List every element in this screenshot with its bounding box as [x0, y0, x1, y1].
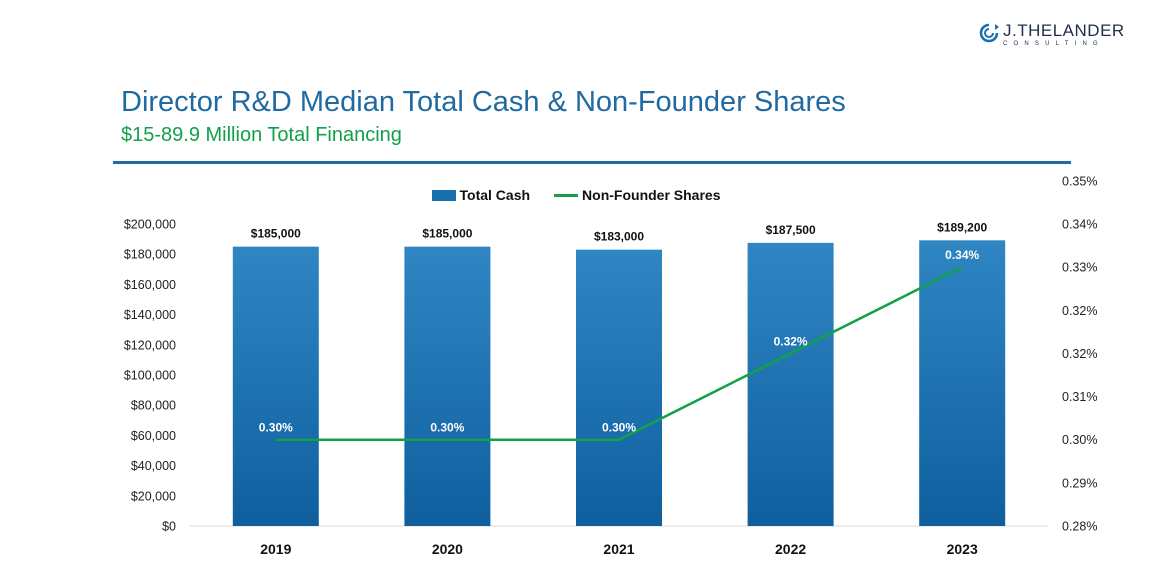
- x-category-label: 2022: [775, 541, 806, 557]
- y-left-tick-label: $120,000: [124, 338, 176, 352]
- x-category-label: 2019: [260, 541, 291, 557]
- bar-data-label: $189,200: [937, 220, 987, 234]
- y-left-tick-label: $0: [162, 520, 176, 534]
- bar-total-cash: [747, 242, 834, 526]
- legend-label-total-cash: Total Cash: [459, 187, 531, 203]
- line-data-label: 0.30%: [259, 421, 293, 435]
- chart-legend: Total Cash Non-Founder Shares: [0, 187, 1152, 203]
- bar-total-cash: [404, 246, 491, 526]
- logo-subtitle: CONSULTING: [1003, 41, 1104, 47]
- y-right-tick-label: 0.32%: [1062, 304, 1097, 318]
- line-data-label: 0.34%: [945, 248, 979, 262]
- chart-title: Director R&D Median Total Cash & Non-Fou…: [121, 86, 846, 118]
- y-right-tick-label: 0.35%: [1062, 174, 1097, 188]
- legend-label-non-founder-shares: Non-Founder Shares: [582, 187, 721, 203]
- line-data-label: 0.32%: [774, 334, 808, 348]
- y-left-tick-label: $20,000: [131, 489, 176, 503]
- spiral-logo-icon: [979, 23, 999, 43]
- y-left-tick-label: $180,000: [124, 248, 176, 262]
- line-data-label: 0.30%: [602, 421, 636, 435]
- y-right-tick-label: 0.31%: [1062, 390, 1097, 404]
- x-category-label: 2023: [947, 541, 978, 557]
- bar-total-cash: [232, 246, 319, 526]
- bar-data-label: $183,000: [594, 230, 644, 244]
- y-left-tick-label: $40,000: [131, 459, 176, 473]
- legend-swatch-line: [554, 193, 579, 197]
- line-data-label: 0.30%: [430, 421, 464, 435]
- x-category-label: 2021: [603, 541, 634, 557]
- y-right-tick-label: 0.34%: [1062, 218, 1097, 232]
- y-right-tick-label: 0.30%: [1062, 433, 1097, 447]
- title-divider: [113, 161, 1071, 164]
- legend-item-total-cash: Total Cash: [431, 187, 531, 203]
- bar-data-label: $185,000: [251, 227, 301, 241]
- y-right-tick-label: 0.33%: [1062, 261, 1097, 275]
- y-left-tick-label: $100,000: [124, 369, 176, 383]
- logo-name: J.THELANDER: [1003, 21, 1125, 40]
- y-left-tick-label: $60,000: [131, 429, 176, 443]
- line-non-founder-shares: [275, 266, 963, 441]
- y-right-tick-label: 0.32%: [1062, 347, 1097, 361]
- legend-item-non-founder-shares: Non-Founder Shares: [554, 187, 721, 203]
- bar-total-cash: [576, 249, 662, 527]
- x-category-label: 2020: [432, 541, 463, 557]
- company-logo: J.THELANDER CONSULTING: [978, 22, 1125, 48]
- bar-data-label: $187,500: [766, 223, 816, 237]
- y-right-tick-label: 0.29%: [1062, 476, 1097, 490]
- y-left-tick-label: $80,000: [131, 399, 176, 413]
- bar-total-cash: [919, 240, 1006, 527]
- y-left-tick-label: $200,000: [124, 218, 176, 232]
- chart-subtitle: $15-89.9 Million Total Financing: [121, 124, 402, 146]
- legend-swatch-bar: [431, 189, 456, 201]
- y-right-tick-label: 0.28%: [1062, 520, 1097, 534]
- bar-data-label: $185,000: [422, 227, 472, 241]
- y-left-tick-label: $140,000: [124, 308, 176, 322]
- y-left-tick-label: $160,000: [124, 278, 176, 292]
